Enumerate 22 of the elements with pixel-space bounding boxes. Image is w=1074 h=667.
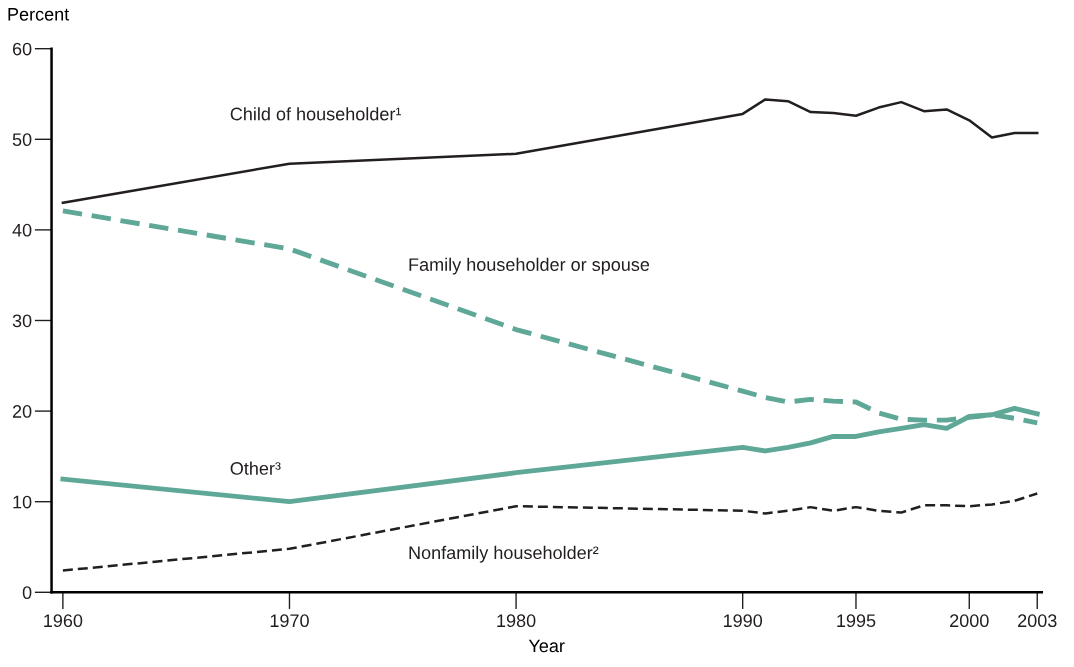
x-tick-label: 2000: [950, 614, 989, 628]
y-tick-label: 40: [12, 223, 32, 237]
y-tick-label: 30: [12, 314, 32, 328]
y-tick-label: 0: [22, 586, 32, 600]
x-tick-label: 2003: [1018, 614, 1057, 628]
x-tick-label: 1960: [44, 614, 83, 628]
y-axis-title: Percent: [8, 8, 70, 21]
x-tick-label: 1990: [723, 614, 763, 628]
series-label: Family householder or spouse: [409, 257, 650, 275]
x-axis-title: Year: [528, 639, 565, 653]
x-tick-label: 1980: [497, 614, 536, 628]
y-tick-label: 10: [13, 495, 32, 509]
line-series: [61, 98, 1039, 204]
x-tick-label: 1995: [837, 614, 876, 628]
y-tick-label: 20: [12, 405, 32, 418]
y-tick-label: 50: [12, 133, 32, 147]
series-label: Nonfamily householder²: [409, 545, 599, 563]
line-series: [61, 492, 1039, 572]
text: Child of householder¹: [230, 107, 402, 121]
series-label: Other³: [230, 461, 281, 475]
y-tick-label: 60: [12, 42, 32, 56]
x-tick-label: 1970: [270, 614, 309, 628]
